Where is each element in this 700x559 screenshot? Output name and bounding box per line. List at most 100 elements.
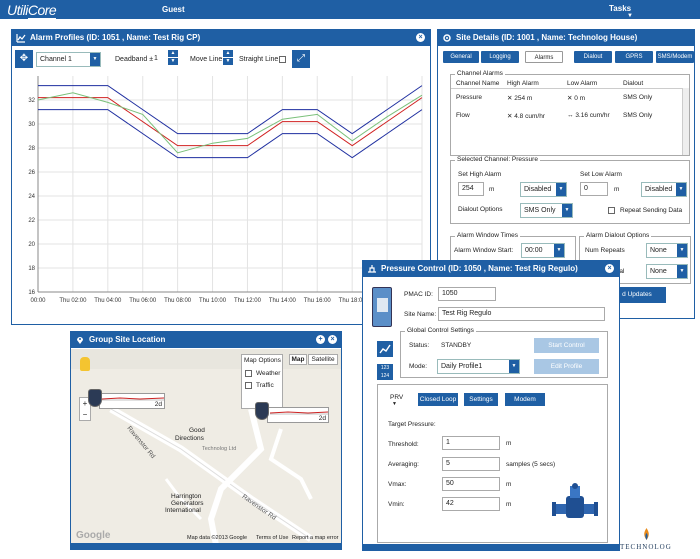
chevron-up-icon[interactable]: ▲: [223, 50, 233, 57]
numeric-badge-icon[interactable]: 123 124: [377, 364, 393, 380]
scrollbar[interactable]: [682, 88, 689, 155]
straight-line-checkbox[interactable]: [279, 56, 286, 63]
location-pin-icon: [77, 337, 83, 344]
tab-closed-loop[interactable]: Closed Loop: [418, 393, 458, 406]
y-tick-label: 16: [28, 290, 35, 296]
averaging-input[interactable]: 5: [442, 457, 500, 471]
site-marker-chart[interactable]: 2d: [267, 407, 329, 423]
y-tick-label: 18: [28, 266, 35, 272]
low-alarm-input[interactable]: 0: [580, 182, 608, 196]
chevron-down-icon[interactable]: ▼: [168, 58, 178, 65]
target-pressure-label: Target Pressure:: [388, 421, 436, 428]
y-tick-label: 30: [28, 122, 35, 128]
unit-label: m: [506, 481, 512, 488]
chevron-up-icon[interactable]: ▲: [168, 50, 178, 57]
valve-icon: [368, 265, 376, 273]
user-name[interactable]: Guest: [162, 5, 185, 14]
site-marker-chart[interactable]: 2d: [99, 393, 165, 409]
x-tick-label: Thu 10:00: [199, 298, 227, 304]
window-title: Pressure Control (ID: 1050 , Name: Test …: [381, 264, 578, 273]
high-alarm-input[interactable]: 254: [458, 182, 484, 196]
high-alarm-state-select[interactable]: Disabled ▼: [520, 182, 567, 197]
close-icon[interactable]: ×: [605, 264, 614, 273]
status-value: STANDBY: [441, 342, 472, 349]
tab-modem[interactable]: Modem: [505, 393, 545, 406]
pmac-input[interactable]: 1050: [438, 287, 496, 301]
window-title: Alarm Profiles (ID: 1051 , Name: Test Ri…: [30, 33, 201, 42]
expand-icon[interactable]: +: [316, 335, 325, 344]
map-type-button[interactable]: Map: [289, 354, 307, 365]
group-site-location-window: Group Site Location + × + − Map Options W…: [70, 331, 342, 550]
close-icon[interactable]: ×: [328, 335, 337, 344]
series-line-0: [38, 85, 423, 135]
window-start-select[interactable]: 00:00 ▼: [521, 243, 565, 258]
tab-general[interactable]: General: [443, 51, 479, 63]
table-cell: ✕ 254 m: [507, 95, 533, 102]
tab-dialout[interactable]: Dialout: [574, 51, 612, 63]
edit-profile-button[interactable]: Edit Profile: [534, 359, 599, 374]
unit-label: m: [489, 186, 495, 193]
alarm-dialout-options-group: Alarm Dialout Options Num Repeats None ▼ …: [579, 232, 691, 284]
deadband-label: Deadband ±: [115, 56, 154, 63]
place-label: Directions: [175, 435, 204, 442]
tab-alarms[interactable]: Alarms: [525, 51, 563, 63]
num-repeats-select[interactable]: None ▼: [646, 243, 688, 258]
fullscreen-icon[interactable]: ⤢: [292, 50, 310, 68]
site-marker-icon[interactable]: [88, 389, 102, 407]
tab-sms-modem[interactable]: SMS/Modem: [656, 51, 694, 63]
map-canvas[interactable]: + − Map Options Weather Traffic Map Satel…: [71, 349, 341, 545]
interval-select[interactable]: None ▼: [646, 264, 688, 279]
tasks-menu[interactable]: Tasks ▼: [609, 4, 633, 19]
selected-channel-label: Selected Channel: Pressure: [455, 156, 540, 163]
window-footer: [71, 543, 341, 549]
close-icon[interactable]: ×: [416, 33, 425, 42]
global-settings-label: Global Control Settings: [405, 327, 476, 334]
chevron-down-icon[interactable]: ▼: [223, 58, 233, 65]
top-bar: UtiliCore Guest Tasks ▼: [0, 0, 700, 19]
table-cell: Flow: [456, 112, 470, 119]
vmin-input[interactable]: 42: [442, 497, 500, 511]
threshold-input[interactable]: 1: [442, 436, 500, 450]
window-title-bar: Alarm Profiles (ID: 1051 , Name: Test Ri…: [12, 30, 430, 46]
logger-device-icon: [372, 287, 392, 327]
site-name-input[interactable]: Test Rig Regulo: [438, 307, 605, 321]
chevron-down-icon: ▼: [90, 53, 100, 66]
satellite-type-button[interactable]: Satellite: [308, 354, 338, 365]
alarm-window-times-group: Alarm Window Times Alarm Window Start: 0…: [450, 232, 576, 264]
low-alarm-state-select[interactable]: Disabled ▼: [641, 182, 687, 197]
deadband-stepper[interactable]: ▲ ▼: [168, 50, 178, 66]
map-options-label[interactable]: Map Options: [244, 357, 281, 364]
place-label: Good: [189, 427, 205, 434]
weather-label: Weather: [256, 370, 281, 377]
move-line-stepper[interactable]: ▲ ▼: [223, 50, 233, 66]
x-tick-label: Thu 02:00: [59, 298, 87, 304]
prv-tab[interactable]: PRV: [390, 394, 404, 401]
global-control-settings-group: Global Control Settings Status: STANDBY …: [400, 327, 608, 378]
site-marker-icon[interactable]: [255, 402, 269, 420]
deadband-value[interactable]: 1: [154, 55, 158, 62]
site-name-label: Site Name:: [404, 311, 437, 318]
dialout-select[interactable]: SMS Only ▼: [520, 203, 573, 218]
repeat-checkbox[interactable]: [608, 207, 615, 214]
start-control-button[interactable]: Start Control: [534, 338, 599, 353]
map-options-panel: Map Options Weather Traffic: [241, 354, 283, 409]
mode-select[interactable]: Daily Profile1 ▼: [437, 359, 520, 374]
send-updates-button[interactable]: d Updates: [608, 287, 666, 303]
table-cell: ✕ 4.8 cum/hr: [507, 113, 545, 120]
street-view-pegman-icon[interactable]: [80, 357, 90, 371]
traffic-checkbox[interactable]: [245, 382, 252, 389]
terms-link[interactable]: Terms of Use: [256, 535, 289, 541]
chevron-down-icon: ▼: [392, 401, 397, 407]
weather-checkbox[interactable]: [245, 370, 252, 377]
move-arrows-icon[interactable]: ✥: [15, 50, 33, 68]
trend-icon[interactable]: [377, 341, 393, 357]
x-tick-label: Thu 08:00: [164, 298, 192, 304]
y-tick-label: 22: [28, 218, 35, 224]
tab-gprs[interactable]: GPRS: [615, 51, 653, 63]
vmax-input[interactable]: 50: [442, 477, 500, 491]
report-link[interactable]: Report a map error: [292, 535, 339, 541]
channel-select[interactable]: Channel 1 ▼: [36, 52, 101, 67]
tab-settings[interactable]: Settings: [464, 393, 498, 406]
tab-logging[interactable]: Logging: [481, 51, 519, 63]
chart-icon: [16, 34, 26, 43]
